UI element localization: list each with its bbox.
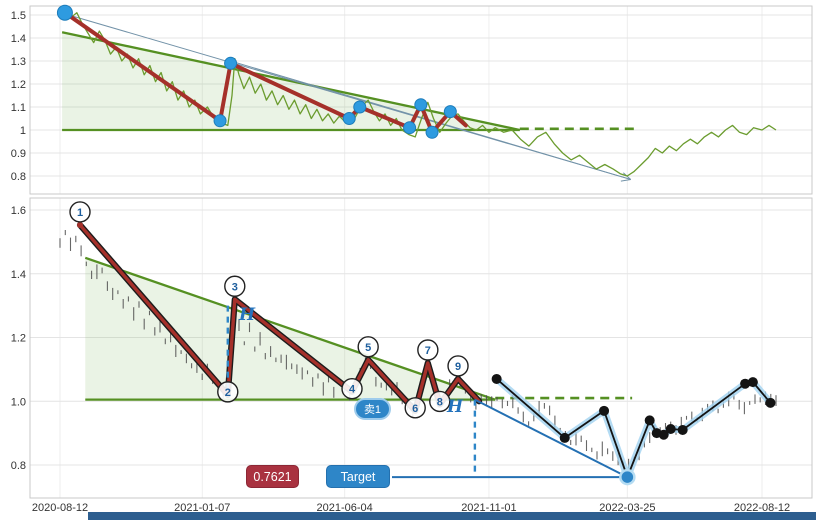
target-projection-line xyxy=(474,398,628,478)
pivot-number-5: 5 xyxy=(365,342,371,354)
target-badge[interactable]: Target xyxy=(326,465,390,488)
pivot-dot xyxy=(443,105,457,119)
pivot-circle-5 xyxy=(357,336,379,358)
pivot-dot xyxy=(403,121,417,135)
overview-panel-border xyxy=(29,5,813,195)
feature-dot xyxy=(559,432,570,443)
feature-dot xyxy=(665,423,676,434)
zigzag-detail xyxy=(78,223,481,413)
detail-panel-border xyxy=(29,197,813,499)
y-axis-label: 1.2 xyxy=(11,333,26,345)
height-label-1: H xyxy=(239,305,256,325)
y-axis-label: 1.2 xyxy=(11,79,26,91)
sell-signal-badge[interactable]: 卖1 xyxy=(354,398,391,420)
feature-dot xyxy=(677,424,688,435)
target-price-badge[interactable]: 0.7621 xyxy=(246,465,299,488)
pivot-circle-7 xyxy=(417,339,439,361)
pivot-number-4: 4 xyxy=(349,384,356,396)
bottom-taskbar xyxy=(88,512,816,520)
y-axis-label: 1.0 xyxy=(11,396,26,408)
pivot-number-1: 1 xyxy=(77,207,83,219)
y-axis-label: 1 xyxy=(20,125,26,137)
pivot-number-9: 9 xyxy=(455,361,461,373)
zigzag-start-dot xyxy=(77,221,84,228)
pivot-circle-4 xyxy=(341,377,363,400)
pivot-dot xyxy=(224,56,238,70)
feature-dot xyxy=(740,378,751,389)
feature-dot xyxy=(765,397,776,408)
pivot-circle-8 xyxy=(429,390,451,413)
pivot-dot xyxy=(342,112,356,125)
y-axis-label: 0.9 xyxy=(11,148,26,160)
y-axis-label: 1.3 xyxy=(11,56,26,68)
pivot-number-2: 2 xyxy=(225,387,231,399)
feature-dot xyxy=(747,377,758,388)
x-axis-label: 2021-11-01 xyxy=(461,502,516,514)
overview-triangle-hypotenuse xyxy=(61,31,521,132)
pivot-number-6: 6 xyxy=(412,403,418,415)
y-axis-label: 1.4 xyxy=(11,269,26,281)
y-axis-label: 1.4 xyxy=(11,33,26,45)
x-axis-label: 2021-01-07 xyxy=(174,502,230,514)
height-label-2: H xyxy=(447,397,464,417)
pivot-circle-1 xyxy=(69,201,91,223)
y-axis-label: 0.8 xyxy=(11,460,26,472)
y-axis-label: 0.8 xyxy=(11,171,26,183)
y-axis-label: 1.6 xyxy=(11,205,26,217)
pivot-dot xyxy=(213,114,227,128)
pivot-number-8: 8 xyxy=(437,396,443,408)
pivot-dot xyxy=(353,100,367,114)
pivot-number-7: 7 xyxy=(425,345,431,357)
pivot-dot xyxy=(414,98,428,112)
feature-dot xyxy=(599,405,610,416)
feature-dot xyxy=(644,415,655,426)
x-axis-label: 2022-03-25 xyxy=(599,502,655,514)
pivot-number-3: 3 xyxy=(232,281,238,293)
feature-dot xyxy=(658,429,669,440)
pivot-circle-2 xyxy=(217,381,239,403)
x-axis-label: 2020-08-12 xyxy=(32,502,88,514)
pivot-circle-3 xyxy=(224,275,246,297)
x-axis-label: 2022-08-12 xyxy=(734,502,790,514)
pivot-dot xyxy=(425,125,439,139)
x-axis-label: 2021-06-04 xyxy=(317,502,373,514)
price-line xyxy=(59,7,777,177)
y-axis-label: 1.5 xyxy=(11,10,26,22)
arrowhead xyxy=(620,178,631,182)
y-axis-label: 1.1 xyxy=(11,102,26,114)
target-hit-dot[interactable] xyxy=(619,468,636,486)
feature-dot xyxy=(491,373,502,384)
zigzag-overview xyxy=(62,10,468,135)
pivot-circle-6 xyxy=(404,397,426,419)
projection-arrow-line xyxy=(230,60,631,180)
pivot-dot xyxy=(56,4,73,21)
pivot-circle-9 xyxy=(447,355,469,377)
